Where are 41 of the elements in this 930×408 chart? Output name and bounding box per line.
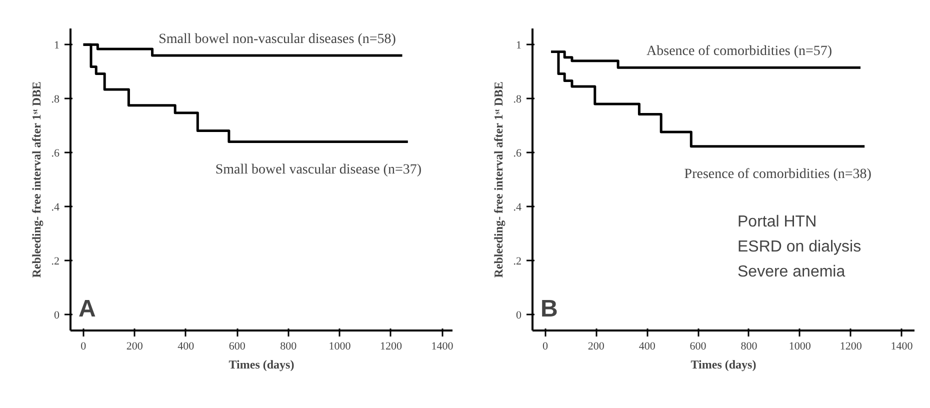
- y-axis-title: Rebleeding- free interval after 1ˢᵗ DBE: [29, 81, 44, 278]
- y-tick-label: 1: [54, 40, 60, 52]
- y-tick-label: 0: [54, 309, 60, 322]
- series-label: Small bowel vascular disease (n=37): [215, 162, 422, 178]
- x-tick-label: 1400: [431, 340, 454, 352]
- y-tick-label: .8: [51, 94, 60, 106]
- y-axis-title: Rebleeding- free interval after 1ˢᵗ DBE: [491, 81, 506, 278]
- x-tick-label: 1200: [840, 340, 862, 352]
- y-tick-label: 1: [516, 40, 522, 52]
- series-label: Absence of comorbidities (n=57): [646, 44, 832, 60]
- x-tick-label: 1200: [380, 340, 402, 352]
- x-tick-label: 200: [126, 340, 144, 352]
- x-tick-label: 400: [638, 340, 656, 352]
- x-tick-label: 1000: [788, 340, 812, 352]
- x-tick-label: 600: [690, 340, 707, 352]
- y-tick-label: .8: [513, 94, 522, 106]
- x-tick-label: 600: [228, 340, 246, 352]
- x-tick-label: 1000: [328, 340, 352, 352]
- annotation: Severe anemia: [738, 264, 846, 280]
- x-tick-label: 400: [178, 340, 195, 352]
- x-axis-title: Times (days): [228, 358, 294, 372]
- y-tick-label: .2: [513, 255, 522, 268]
- annotation: Portal HTN: [738, 214, 817, 230]
- x-tick-label: 1400: [890, 340, 914, 352]
- annotation: B: [540, 296, 558, 322]
- y-tick-label: .2: [51, 255, 60, 268]
- y-tick-label: .4: [513, 201, 522, 214]
- y-tick-label: .6: [51, 148, 60, 160]
- x-tick-label: 0: [542, 340, 548, 352]
- series-label: Small bowel non-vascular diseases (n=58): [158, 32, 396, 47]
- x-tick-label: 200: [588, 340, 605, 352]
- x-axis-title: Times (days): [690, 358, 756, 372]
- y-tick-label: 0: [516, 309, 522, 322]
- series-label: Presence of comorbidities (n=38): [684, 166, 872, 182]
- x-tick-label: 0: [80, 340, 87, 352]
- annotation: A: [78, 296, 96, 322]
- y-tick-label: .4: [51, 201, 60, 214]
- annotation: ESRD on dialysis: [738, 238, 862, 256]
- x-tick-label: 800: [740, 340, 758, 352]
- x-tick-label: 800: [280, 340, 298, 352]
- y-tick-label: .6: [513, 148, 522, 160]
